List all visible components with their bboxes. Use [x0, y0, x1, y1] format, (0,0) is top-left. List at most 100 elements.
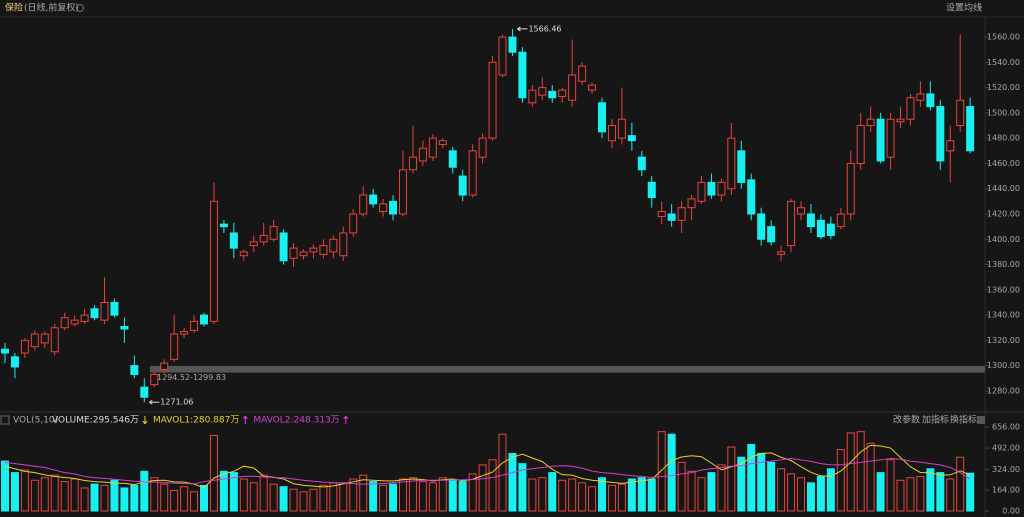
- candle-body: [120, 325, 129, 330]
- candle-body: [160, 362, 169, 370]
- volume-bar: [359, 474, 368, 512]
- volume-bar: [90, 483, 99, 512]
- volume-bar: [438, 477, 447, 512]
- candle-body: [329, 238, 338, 253]
- panel-toggle[interactable]: [0, 415, 10, 425]
- y-tick-label: 1480.00: [987, 134, 1020, 143]
- candle-body: [966, 106, 975, 152]
- volume-bar: [578, 482, 587, 512]
- candle-body: [408, 156, 417, 171]
- volume-bar: [836, 449, 845, 512]
- volume-bar: [140, 470, 149, 512]
- legend-entry: MAVOL1:280.887万: [153, 416, 239, 426]
- candle-body: [687, 198, 696, 209]
- candle-body: [767, 226, 776, 243]
- volume-bar: [418, 481, 427, 512]
- volume-bar: [866, 442, 875, 512]
- candle-body: [936, 106, 945, 162]
- candle-body: [458, 175, 467, 196]
- ma-line: [4, 458, 971, 485]
- y-tick-label: 1300.00: [987, 361, 1020, 370]
- volume-bar: [60, 481, 69, 512]
- volume-bar: [478, 464, 487, 512]
- toolbar-button[interactable]: 换指标: [950, 414, 977, 426]
- volume-bar: [339, 482, 348, 512]
- annotation-arrow: [149, 399, 160, 405]
- volume-bar: [607, 484, 616, 512]
- volume-bar: [170, 490, 179, 512]
- volume-bar: [856, 431, 865, 512]
- panel-close[interactable]: [977, 416, 985, 424]
- y-tick-label: 1280.00: [987, 386, 1020, 395]
- candle-body: [369, 194, 378, 205]
- candle-body: [826, 223, 835, 236]
- volume-bar: [936, 472, 945, 512]
- volume-bar: [896, 479, 905, 512]
- volume-bar: [946, 478, 955, 512]
- annotation-arrow: [517, 26, 528, 32]
- volume-bar: [40, 477, 49, 512]
- volume-bar: [777, 468, 786, 512]
- candle-body: [697, 181, 706, 202]
- candle-body: [20, 339, 29, 354]
- volume-bar: [150, 477, 159, 512]
- candle-body: [239, 251, 248, 257]
- candle-body: [259, 234, 268, 243]
- volume-bar: [747, 443, 756, 512]
- ma-settings[interactable]: 设置均线: [946, 2, 982, 14]
- candle-body: [518, 51, 527, 99]
- trend-arrow: [343, 415, 349, 424]
- volume-bar: [10, 472, 19, 512]
- candle-body: [538, 87, 547, 96]
- volume-bar: [886, 459, 895, 512]
- info-icon[interactable]: [76, 4, 84, 12]
- candle-body: [110, 301, 119, 316]
- volume-bar: [319, 484, 328, 512]
- candle-body: [856, 125, 865, 164]
- volume-bar: [309, 488, 318, 512]
- candle-body: [777, 251, 786, 255]
- legend-entry: VOLUME:295.546万: [52, 416, 139, 426]
- volume-bar: [876, 472, 885, 512]
- volume-bar: [508, 452, 517, 512]
- y-tick-label: 324.00: [992, 465, 1020, 474]
- volume-bar: [697, 477, 706, 512]
- ma-line: [4, 444, 971, 489]
- y-tick-label: 492.00: [992, 444, 1020, 453]
- candle-body: [896, 118, 905, 123]
- candle-body: [607, 125, 616, 142]
- candle-body: [468, 150, 477, 196]
- volume-bar: [677, 461, 686, 512]
- candle-body: [558, 89, 567, 97]
- volume-bar: [369, 481, 378, 512]
- candle-body: [190, 320, 199, 331]
- candle-body: [389, 200, 398, 215]
- candle-body: [747, 179, 756, 215]
- volume-bar: [787, 473, 796, 512]
- volume-bar: [737, 456, 746, 512]
- volume-bar: [846, 432, 855, 512]
- y-tick-label: 1400.00: [987, 235, 1020, 244]
- volume-bar: [349, 478, 358, 512]
- dropdown-caret: [978, 6, 982, 10]
- volume-bar: [707, 472, 716, 512]
- symbol: 保险: [5, 2, 23, 14]
- volume-bar: [130, 484, 139, 512]
- candle-body: [100, 301, 109, 321]
- volume-bar: [20, 469, 29, 512]
- candle-body: [428, 137, 437, 158]
- candle-body: [876, 118, 885, 162]
- candle-body: [498, 36, 507, 76]
- volume-bar: [797, 477, 805, 512]
- legend-entry: MAVOL2:248.313万: [253, 416, 339, 426]
- volume-bar: [458, 481, 467, 512]
- volume-bar: [80, 487, 89, 512]
- volume-bar: [637, 477, 646, 512]
- volume-bar: [200, 484, 208, 512]
- candle-body: [399, 169, 407, 215]
- toolbar-button[interactable]: 改参数: [893, 414, 920, 426]
- toolbar-button[interactable]: 加指标: [922, 414, 949, 426]
- y-tick-label: 1320.00: [987, 336, 1020, 345]
- candle-body: [478, 137, 487, 158]
- candle-body: [886, 118, 895, 158]
